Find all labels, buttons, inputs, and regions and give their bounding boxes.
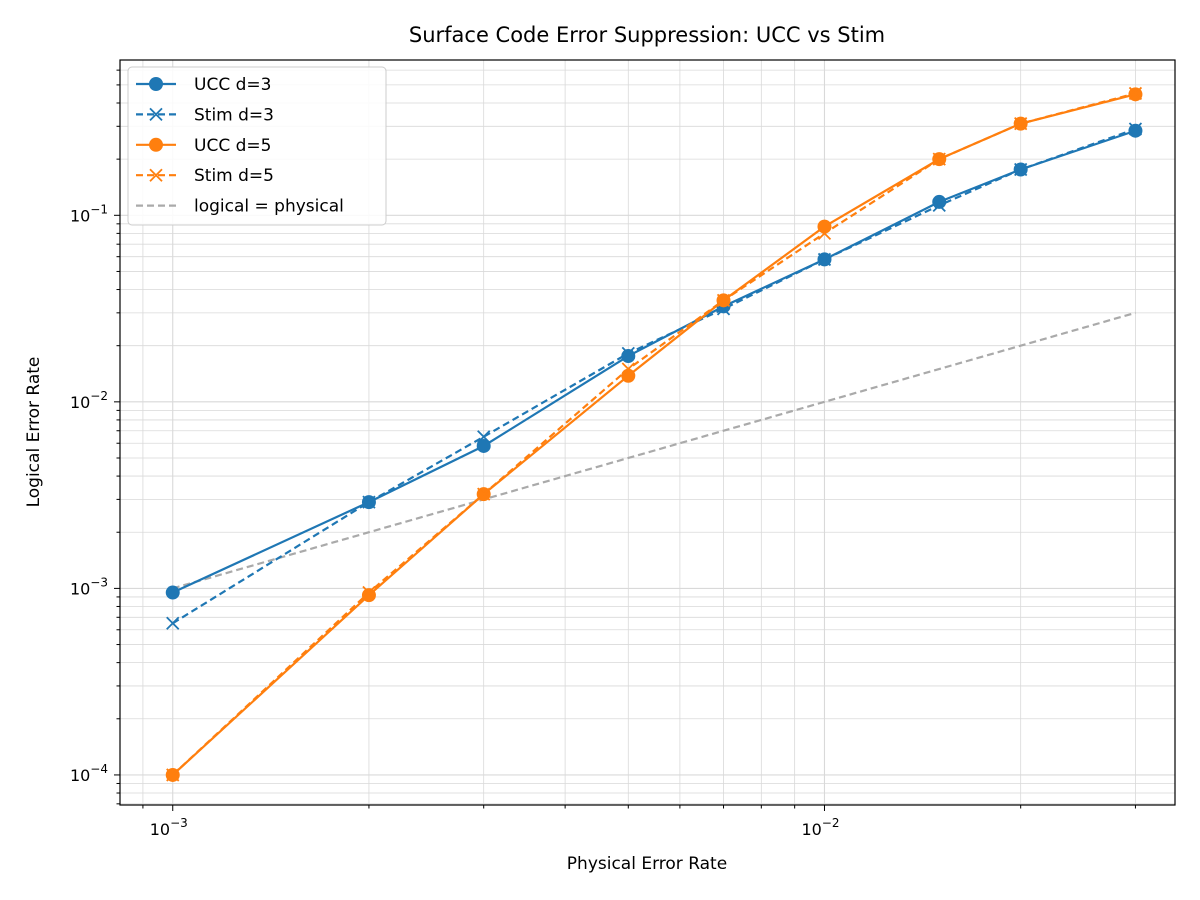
data-point — [1128, 122, 1143, 136]
data-point — [932, 198, 946, 213]
data-point — [166, 768, 180, 782]
ticks: 10−3 10−2 10−4 10−3 10−2 10−1 — [70, 69, 1136, 839]
data-point — [1014, 117, 1028, 131]
x-axis-label: Physical Error Rate — [567, 854, 727, 874]
data-point — [361, 588, 376, 603]
data-point — [817, 226, 832, 241]
series-4 — [166, 86, 1143, 782]
data-point — [932, 194, 947, 209]
legend-label: Stim d=5 — [194, 166, 274, 186]
x-tick-label: 10−3 — [150, 816, 188, 839]
legend-item: Stim d=3 — [136, 105, 274, 125]
data-point — [621, 362, 635, 376]
legend-label: Stim d=3 — [194, 105, 274, 125]
data-point — [1128, 123, 1143, 138]
legend-box — [127, 66, 387, 226]
data-point — [477, 487, 491, 501]
legend-label: UCC d=5 — [194, 136, 271, 156]
data-point — [621, 346, 635, 360]
legend-item: Stim d=5 — [136, 166, 274, 186]
data-point — [477, 430, 491, 444]
legend-item: logical = physical — [136, 197, 344, 217]
data-point — [166, 616, 180, 630]
legend-marker — [149, 107, 163, 122]
y-tick-label: 10−3 — [70, 575, 108, 598]
series-line — [172, 311, 1136, 590]
legend-item: UCC d=5 — [136, 136, 271, 156]
data-point — [1014, 162, 1028, 177]
legend-label: logical = physical — [194, 197, 344, 217]
data-point — [932, 152, 946, 166]
legend-marker — [149, 168, 163, 182]
data-point — [817, 252, 832, 267]
legend-label: UCC d=3 — [194, 75, 271, 95]
legend-marker — [149, 137, 163, 152]
data-point — [1128, 86, 1143, 101]
x-tick-label: 10−2 — [801, 816, 839, 839]
data-point — [476, 438, 491, 453]
y-tick-label: 10−1 — [70, 202, 108, 225]
y-axis-label: Logical Error Rate — [24, 357, 44, 508]
series-5 — [172, 311, 1136, 590]
data-point — [165, 585, 180, 600]
legend-marker — [149, 77, 163, 91]
data-point — [716, 293, 731, 307]
chart-title: Surface Code Error Suppression: UCC vs S… — [409, 23, 885, 47]
data-point — [362, 495, 376, 509]
series-layer — [165, 86, 1143, 782]
y-tick-label: 10−2 — [70, 389, 108, 412]
data-point — [621, 368, 636, 383]
plot-frame — [119, 59, 1176, 806]
y-tick-label: 10−4 — [70, 762, 108, 785]
legend: UCC d=3 Stim d=3 UCC d=5 Stim d=5 logical = … — [127, 66, 387, 226]
data-point — [362, 585, 376, 600]
legend-item: UCC d=3 — [136, 75, 271, 95]
